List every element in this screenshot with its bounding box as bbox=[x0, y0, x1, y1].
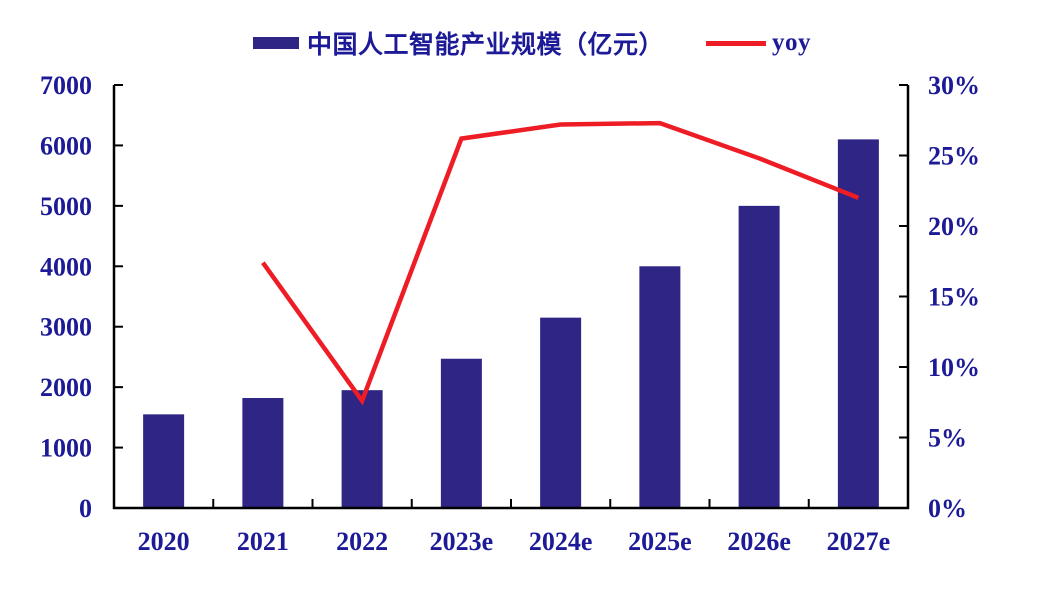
legend-bar-swatch-icon bbox=[253, 37, 299, 49]
x-axis-label-2023e: 2023e bbox=[430, 527, 494, 556]
x-axis-label-2026e: 2026e bbox=[727, 527, 791, 556]
bar-2027e bbox=[837, 139, 879, 508]
left-axis-label-4000: 4000 bbox=[40, 252, 92, 281]
legend-bar-label: 中国人工智能产业规模（亿元） bbox=[307, 32, 665, 59]
right-axis-label-5%: 5% bbox=[928, 424, 967, 453]
right-axis-label-20%: 20% bbox=[928, 212, 980, 241]
x-axis-label-2024e: 2024e bbox=[529, 527, 593, 556]
yoy-line bbox=[261, 120, 860, 406]
right-axis-label-25%: 25% bbox=[928, 142, 980, 171]
bar-2025e bbox=[639, 266, 681, 508]
left-axis-label-3000: 3000 bbox=[40, 313, 92, 342]
x-axis-label-2027e: 2027e bbox=[827, 527, 891, 556]
right-axis-label-0%: 0% bbox=[928, 494, 967, 523]
bar-2022 bbox=[341, 390, 383, 508]
bar-2024e bbox=[540, 317, 582, 508]
legend-line-swatch-icon bbox=[706, 40, 767, 46]
left-axis-label-5000: 5000 bbox=[40, 192, 92, 221]
x-axis-label-2022: 2022 bbox=[336, 527, 388, 556]
bar-2020 bbox=[143, 414, 185, 508]
right-axis-label-15%: 15% bbox=[928, 283, 980, 312]
x-axis-label-2020: 2020 bbox=[138, 527, 190, 556]
legend-line-label: yoy bbox=[772, 29, 812, 56]
left-axis-label-6000: 6000 bbox=[40, 131, 92, 160]
left-axis-label-2000: 2000 bbox=[40, 373, 92, 402]
bar-2023e bbox=[440, 358, 482, 508]
bar-2026e bbox=[738, 205, 780, 508]
bar-2021 bbox=[242, 398, 284, 508]
right-axis-label-10%: 10% bbox=[928, 353, 980, 382]
left-axis-label-0: 0 bbox=[79, 494, 92, 523]
left-axis-label-1000: 1000 bbox=[40, 434, 92, 463]
x-axis-label-2025e: 2025e bbox=[628, 527, 692, 556]
x-axis-label-2021: 2021 bbox=[237, 527, 289, 556]
right-axis-label-30%: 30% bbox=[928, 71, 980, 100]
left-axis-label-7000: 7000 bbox=[40, 71, 92, 100]
chart-legend: 中国人工智能产业规模（亿元） yoy bbox=[253, 29, 812, 59]
